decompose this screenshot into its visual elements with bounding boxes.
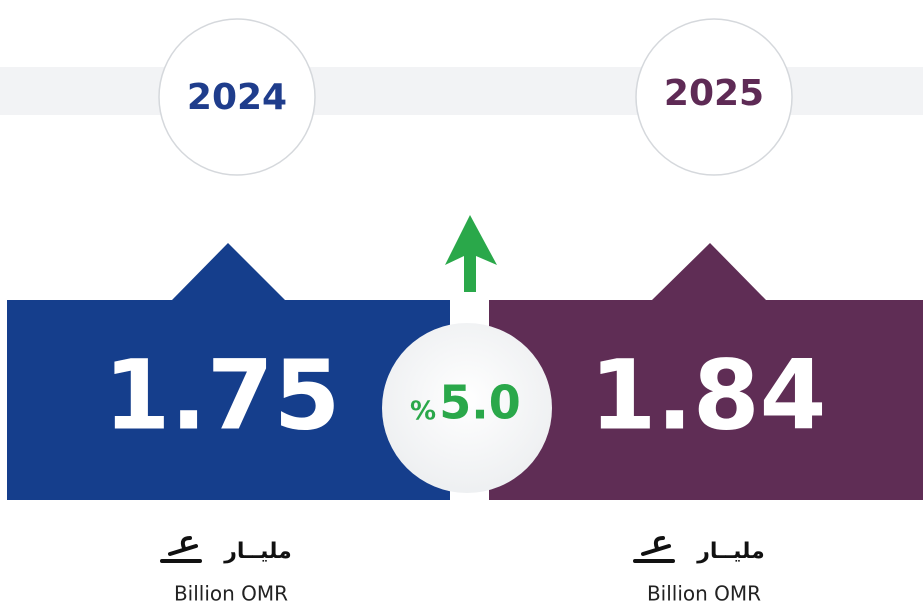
year: 2025 xyxy=(664,73,764,114)
rial-symbol xyxy=(160,536,202,563)
value: 1.84 xyxy=(590,339,827,451)
rial-symbol xyxy=(633,536,675,563)
unit-english: Billion OMR xyxy=(647,582,761,606)
unit-english: Billion OMR xyxy=(174,582,288,606)
unit-arabic: مليــار xyxy=(223,539,292,564)
year: 2024 xyxy=(187,77,287,118)
value: 1.75 xyxy=(104,339,341,451)
change-value: 5.0 xyxy=(439,376,521,430)
value-box xyxy=(7,300,450,500)
pointer xyxy=(652,243,766,300)
change-symbol: % xyxy=(410,397,436,427)
year-circle xyxy=(158,18,316,176)
unit-arabic: مليــار xyxy=(696,539,765,564)
year-circle xyxy=(635,18,793,176)
up-arrow xyxy=(445,215,497,292)
pointer xyxy=(172,243,285,300)
change-circle xyxy=(382,323,552,493)
value-box xyxy=(489,300,923,500)
